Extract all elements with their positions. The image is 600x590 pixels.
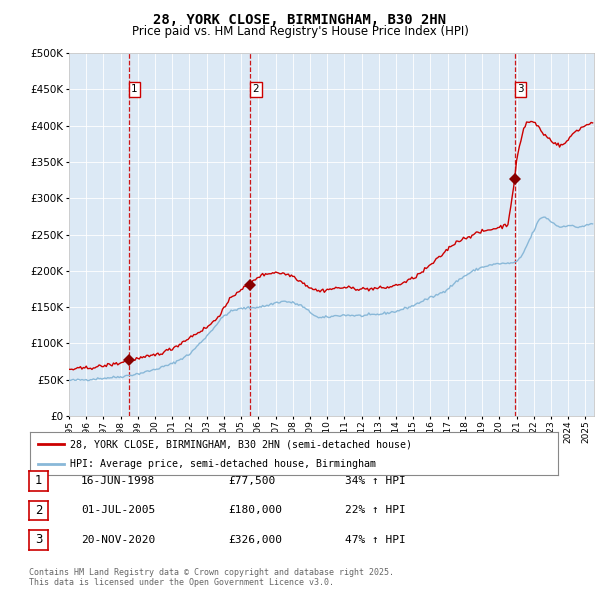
Text: 3: 3 bbox=[35, 533, 42, 546]
Text: £77,500: £77,500 bbox=[228, 476, 275, 486]
Text: 01-JUL-2005: 01-JUL-2005 bbox=[81, 506, 155, 515]
Text: 22% ↑ HPI: 22% ↑ HPI bbox=[345, 506, 406, 515]
Text: 1: 1 bbox=[131, 84, 138, 94]
Text: Contains HM Land Registry data © Crown copyright and database right 2025.
This d: Contains HM Land Registry data © Crown c… bbox=[29, 568, 394, 587]
Text: 16-JUN-1998: 16-JUN-1998 bbox=[81, 476, 155, 486]
Text: 2: 2 bbox=[253, 84, 259, 94]
Text: 2: 2 bbox=[35, 504, 42, 517]
Text: Price paid vs. HM Land Registry's House Price Index (HPI): Price paid vs. HM Land Registry's House … bbox=[131, 25, 469, 38]
Text: £180,000: £180,000 bbox=[228, 506, 282, 515]
Text: £326,000: £326,000 bbox=[228, 535, 282, 545]
Text: 20-NOV-2020: 20-NOV-2020 bbox=[81, 535, 155, 545]
Text: 3: 3 bbox=[517, 84, 524, 94]
Text: 47% ↑ HPI: 47% ↑ HPI bbox=[345, 535, 406, 545]
Text: 28, YORK CLOSE, BIRMINGHAM, B30 2HN: 28, YORK CLOSE, BIRMINGHAM, B30 2HN bbox=[154, 13, 446, 27]
Text: 34% ↑ HPI: 34% ↑ HPI bbox=[345, 476, 406, 486]
Text: 1: 1 bbox=[35, 474, 42, 487]
Text: HPI: Average price, semi-detached house, Birmingham: HPI: Average price, semi-detached house,… bbox=[70, 460, 376, 469]
Text: 28, YORK CLOSE, BIRMINGHAM, B30 2HN (semi-detached house): 28, YORK CLOSE, BIRMINGHAM, B30 2HN (sem… bbox=[70, 440, 412, 450]
